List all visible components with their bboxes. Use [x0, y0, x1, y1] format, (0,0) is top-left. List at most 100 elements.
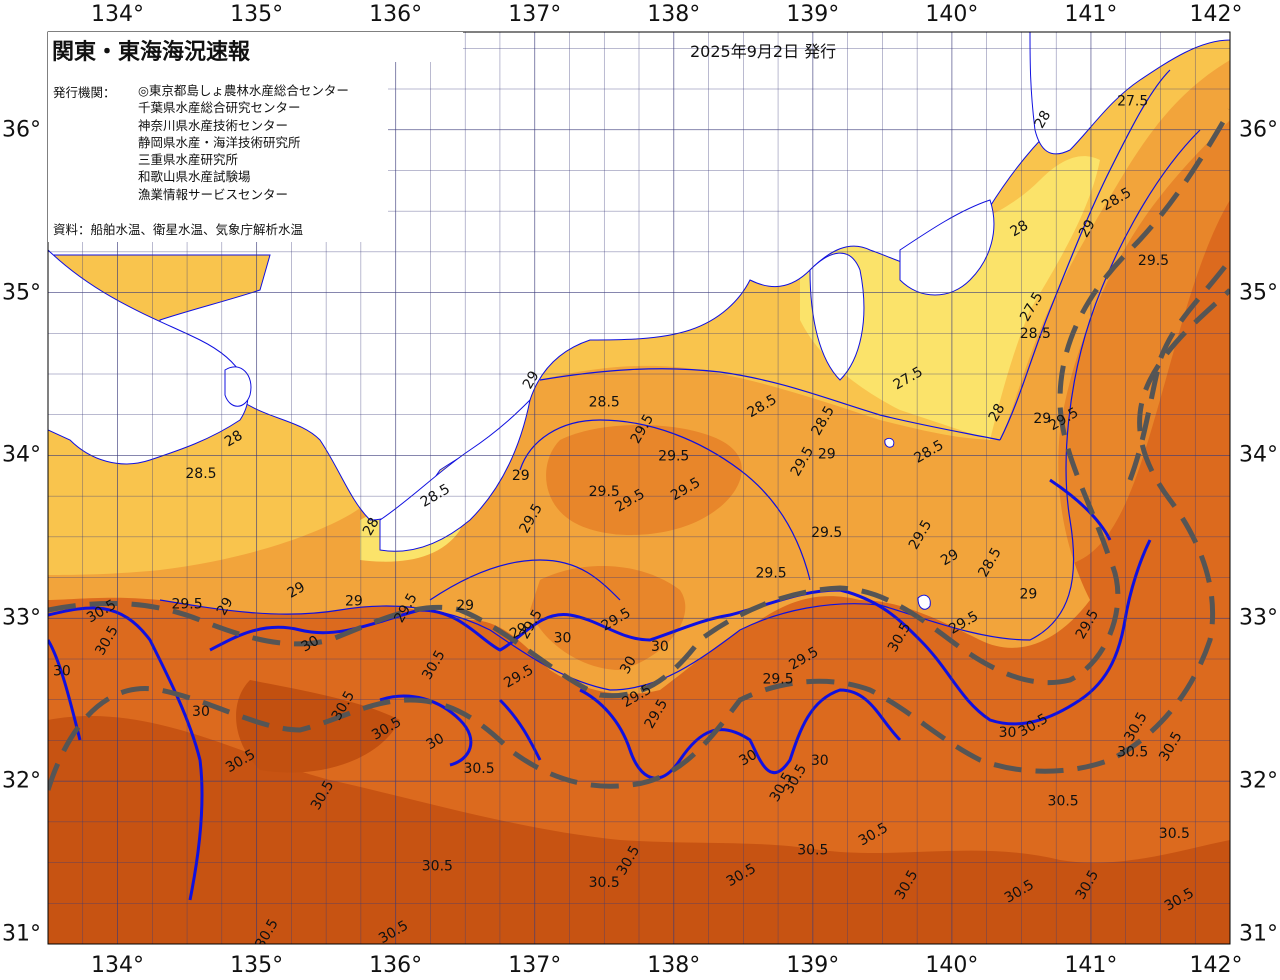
longitude-tick-label: 136°: [369, 953, 423, 978]
isotherm-label: 30.5: [463, 761, 494, 777]
longitude-tick-label: 142°: [1189, 2, 1243, 27]
isotherm-label: 30: [737, 747, 760, 770]
issue-date: 2025年9月2日 発行: [690, 42, 837, 61]
isotherm-label: 29: [818, 447, 836, 463]
sea-band-30-5-south: [48, 715, 1230, 944]
isotherm-label: 29: [1076, 217, 1099, 240]
longitude-tick-label: 137°: [508, 2, 562, 27]
isotherm-label: 28: [360, 515, 383, 538]
latitude-tick-label: 36°: [1239, 117, 1278, 143]
isotherm-label: 29: [512, 468, 530, 484]
isotherm-label: 30: [617, 653, 640, 676]
map-frame: [47, 31, 1231, 945]
isotherm-label: 29.5: [1138, 253, 1169, 269]
isotherm-28-contour: [539, 69, 1171, 441]
latitude-tick-label: 33°: [2, 605, 41, 631]
agencies-label: 発行機関：: [53, 85, 116, 100]
isotherm-label: 29: [1019, 587, 1037, 603]
agency-item: 漁業情報サービスセンター: [138, 186, 289, 202]
isotherm-label: 30: [192, 704, 210, 720]
isotherm-label: 29: [507, 620, 530, 643]
isotherm-label: 30: [811, 753, 829, 769]
kuroshio-axis-offshore-line: [48, 288, 1230, 791]
latitude-tick-label: 36°: [2, 117, 41, 143]
isotherm-label: 30: [298, 633, 321, 656]
isotherm-label: 28: [1008, 217, 1031, 240]
isotherm-label: 30.5: [797, 842, 828, 858]
latitude-tick-label: 32°: [2, 768, 41, 794]
longitude-tick-label: 137°: [508, 953, 562, 978]
isotherm-label: 30: [53, 663, 71, 679]
kuroshio-axis-line: [48, 108, 1230, 699]
longitude-tick-label: 134°: [91, 953, 145, 978]
isotherm-30-contour-2: [379, 478, 1112, 780]
isotherm-label: 29.5: [762, 671, 793, 687]
latitude-tick-label: 35°: [1239, 280, 1278, 306]
info-panel: [48, 62, 388, 242]
isotherm-label: 30.5: [589, 875, 620, 891]
isotherm-label: 28.5: [185, 466, 216, 482]
title-background: [48, 32, 463, 62]
sea-band-30-5-core: [236, 680, 400, 773]
isotherm-label: 29: [1033, 411, 1051, 427]
longitude-tick-label: 136°: [369, 2, 423, 27]
longitude-tick-label: 140°: [925, 2, 979, 27]
isotherm-label: 30.5: [422, 859, 453, 875]
isotherm-label: 29.5: [589, 484, 620, 500]
land-shikoku: [48, 249, 249, 465]
land-east-coast: [1029, 32, 1230, 155]
land-pacific-islet-1: [917, 594, 931, 610]
land-awaji: [224, 366, 252, 407]
isotherm-label: 30.5: [1159, 826, 1190, 842]
isotherm-label: 28.5: [1020, 326, 1051, 342]
longitude-tick-label: 138°: [647, 953, 701, 978]
isotherm-label: 29: [938, 546, 961, 569]
isotherm-label: 30: [651, 639, 669, 655]
isotherm-label: 28: [986, 401, 1009, 424]
longitude-tick-label: 142°: [1189, 953, 1243, 978]
agency-item: ◎東京都島しょ農林水産総合センター: [138, 83, 349, 98]
isotherm-label: 27.5: [1117, 93, 1148, 109]
isotherm-label: 28: [222, 428, 245, 451]
land-boso-peninsula: [899, 199, 995, 296]
sea-band-28: [800, 156, 1100, 440]
land-izu-peninsula: [809, 252, 865, 381]
latitude-tick-label: 35°: [2, 280, 41, 306]
isotherm-label: 30: [999, 725, 1017, 741]
longitude-tick-label: 141°: [1064, 2, 1118, 27]
isotherm-label: 29: [285, 579, 308, 602]
isotherm-label: 28: [1032, 108, 1055, 131]
isotherm-label: 30.5: [1048, 794, 1079, 810]
isotherm-label: 29.5: [658, 448, 689, 464]
longitude-tick-label: 139°: [786, 953, 840, 978]
isotherm-label: 29: [456, 598, 474, 614]
agency-item: 静岡県水産・海洋技術研究所: [138, 134, 301, 150]
latitude-tick-label: 34°: [1239, 442, 1278, 468]
isotherm-label: 29.5: [171, 597, 202, 613]
latitude-tick-label: 31°: [1239, 921, 1278, 947]
longitude-tick-label: 134°: [91, 2, 145, 27]
isotherm-label: 29.5: [811, 525, 842, 541]
agency-list: ◎東京都島しょ農林水産総合センター 千葉県水産総合研究センター 神奈川県水産技術…: [138, 82, 349, 203]
agency-item: 三重県水産研究所: [138, 152, 239, 168]
latitude-tick-label: 34°: [2, 442, 41, 468]
isotherm-label: 30: [424, 730, 447, 753]
longitude-tick-label: 135°: [230, 953, 284, 978]
isotherm-label: 30: [554, 631, 572, 647]
data-source-note: 資料：船舶水温、衛星水温、気象庁解析水温: [53, 222, 304, 237]
sea-band-29-5-patch: [546, 425, 742, 535]
isotherm-label: 28.5: [589, 395, 620, 411]
latitude-tick-label: 33°: [1239, 605, 1278, 631]
latitude-tick-label: 31°: [2, 921, 41, 947]
land-kii-peninsula: [379, 398, 531, 552]
isotherm-label: 29.5: [756, 566, 787, 582]
isotherm-label: 30.5: [1117, 745, 1148, 761]
land-pacific-islet-2: [884, 437, 895, 448]
map-title: 関東・東海海況速報: [52, 40, 251, 65]
agency-item: 神奈川県水産技術センター: [138, 117, 289, 133]
longitude-tick-label: 135°: [230, 2, 284, 27]
latitude-tick-label: 32°: [1239, 768, 1278, 794]
longitude-tick-label: 138°: [647, 2, 701, 27]
isotherm-label: 29: [520, 368, 543, 391]
